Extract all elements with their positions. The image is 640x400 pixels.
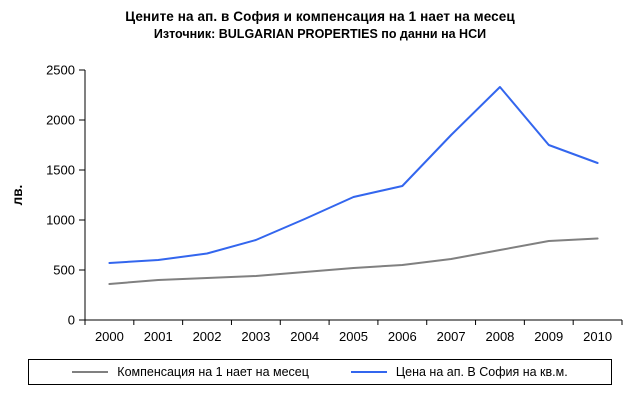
- y-axis-label: лв.: [10, 185, 25, 206]
- svg-text:2002: 2002: [193, 329, 222, 344]
- axes: [79, 69, 623, 325]
- svg-text:2000: 2000: [95, 329, 124, 344]
- legend-item-price: Цена на ап. В София на кв.м.: [350, 365, 568, 379]
- legend-label-compensation: Компенсация на 1 нает на месец: [117, 365, 309, 379]
- legend-item-compensation: Компенсация на 1 нает на месец: [72, 365, 309, 379]
- chart-title: Цените на ап. в София и компенсация на 1…: [125, 9, 515, 24]
- svg-text:0: 0: [68, 313, 75, 328]
- svg-text:2007: 2007: [437, 329, 466, 344]
- svg-text:2000: 2000: [46, 113, 75, 128]
- svg-text:2009: 2009: [534, 329, 563, 344]
- svg-text:2004: 2004: [290, 329, 319, 344]
- svg-text:2500: 2500: [46, 63, 75, 78]
- svg-text:1500: 1500: [46, 163, 75, 178]
- svg-text:2003: 2003: [241, 329, 270, 344]
- tick-labels: 0 500 1000 1500 2000 2500 2000 2001 2002 2003 2004…: [46, 63, 612, 345]
- legend-label-price: Цена на ап. В София на кв.м.: [395, 365, 568, 379]
- series-line-swatch-gray: [72, 371, 109, 373]
- svg-text:2008: 2008: [485, 329, 514, 344]
- svg-text:2005: 2005: [339, 329, 368, 344]
- chart-subtitle: Източник: BULGARIAN PROPERTIES по данни …: [153, 27, 487, 41]
- series-line-0: [108, 237, 599, 285]
- series-line-1: [108, 86, 599, 264]
- svg-text:1000: 1000: [46, 213, 75, 228]
- line-chart: 0 500 1000 1500 2000 2500 2000 2001 2002 2003 2004…: [10, 63, 623, 345]
- series-lines: [108, 86, 599, 285]
- svg-text:2010: 2010: [583, 329, 612, 344]
- series-line-swatch-blue: [350, 371, 387, 373]
- svg-text:2006: 2006: [388, 329, 417, 344]
- svg-text:2001: 2001: [144, 329, 173, 344]
- legend: Компенсация на 1 нает на месец Цена на а…: [28, 359, 612, 385]
- svg-text:500: 500: [53, 263, 75, 278]
